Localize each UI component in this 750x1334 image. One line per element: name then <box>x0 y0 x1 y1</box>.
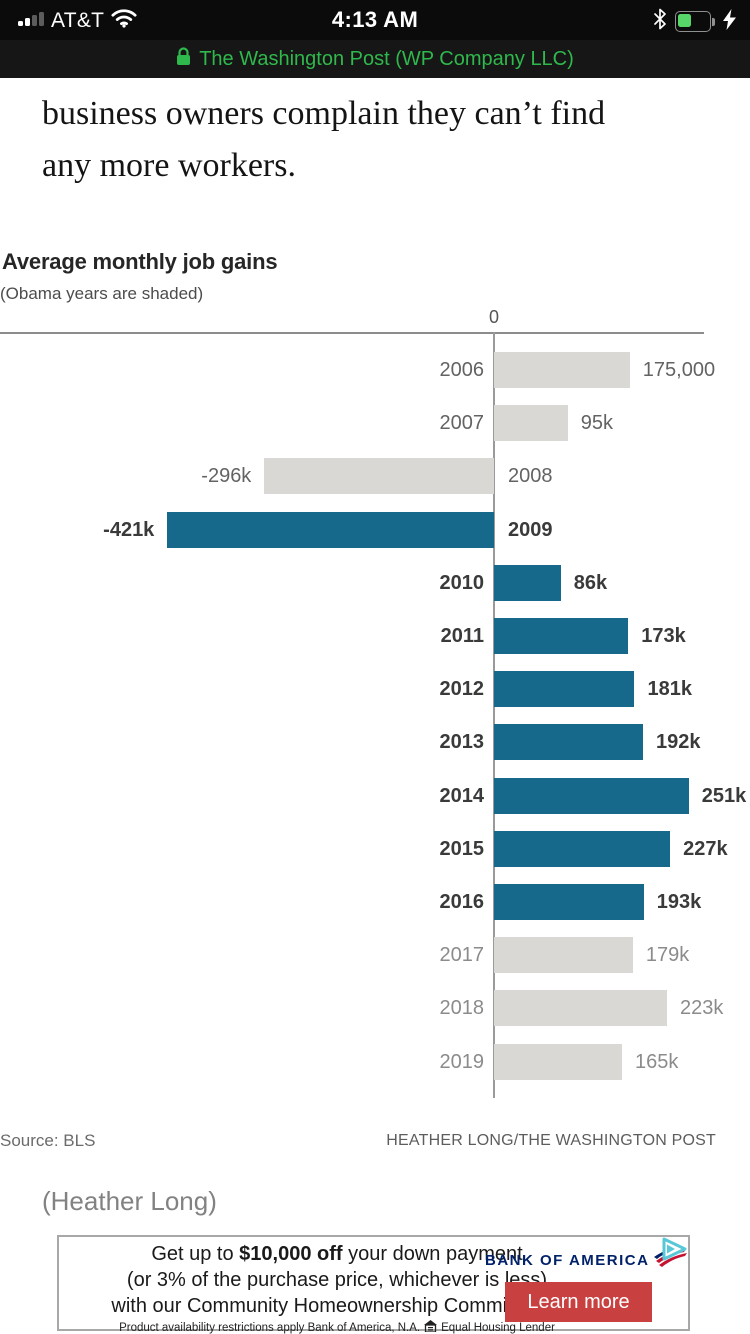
chart-credit: HEATHER LONG/THE WASHINGTON POST <box>386 1132 716 1149</box>
charging-bolt-icon <box>723 8 736 35</box>
bar-2018 <box>494 990 668 1027</box>
year-label-2019: 2019 <box>439 1050 485 1073</box>
bar-2019 <box>494 1043 623 1080</box>
status-right-group <box>653 8 736 35</box>
year-label-2016: 2016 <box>439 891 485 913</box>
ad-subline2: with our Community Homeownership Commitm… <box>111 1295 563 1317</box>
status-bar: AT&T 4:13 AM <box>0 0 750 78</box>
value-label-2016: 193k <box>656 891 702 913</box>
battery-icon <box>675 11 715 32</box>
carrier-label: AT&T <box>51 8 105 32</box>
value-label-2008: -296k <box>201 465 252 488</box>
zero-axis-label: 0 <box>488 307 499 327</box>
value-label-2006: 175,000 <box>642 359 716 381</box>
value-label-2013: 192k <box>655 731 701 754</box>
bar-2011 <box>494 618 629 654</box>
year-label-2012: 2012 <box>439 678 485 701</box>
x-axis-line <box>0 332 704 334</box>
article-line: business owners complain they can’t find <box>42 95 606 132</box>
value-label-2015: 227k <box>683 837 728 860</box>
article-line: any more workers. <box>42 147 296 184</box>
value-label-2012: 181k <box>647 678 692 701</box>
bar-2016 <box>494 884 644 920</box>
bar-2009 <box>167 511 494 548</box>
year-label-2014: 2014 <box>439 784 485 807</box>
ad-copy: Get up to $10,000 off your down payment … <box>59 1241 615 1334</box>
wifi-icon <box>111 8 137 33</box>
year-label-2008: 2008 <box>508 465 553 488</box>
adchoices-icon[interactable] <box>660 1235 690 1263</box>
chart-footer: Source: BLS HEATHER LONG/THE WASHINGTON … <box>0 1131 716 1151</box>
year-label-2018: 2018 <box>439 997 485 1020</box>
bar-2006 <box>494 352 630 388</box>
equal-housing-icon <box>424 1320 438 1334</box>
site-identity-label: The Washington Post (WP Company LLC) <box>199 47 574 70</box>
value-label-2010: 86k <box>573 571 608 594</box>
bar-2013 <box>494 724 643 761</box>
chart-source: Source: BLS <box>0 1131 96 1150</box>
status-bar-top-row: AT&T 4:13 AM <box>0 0 750 42</box>
ad-banner[interactable]: Get up to $10,000 off your down payment … <box>57 1235 690 1334</box>
value-label-2017: 179k <box>645 944 690 967</box>
photo-credit-caption: (Heather Long) <box>42 1186 217 1216</box>
signal-bars-icon <box>18 12 44 28</box>
year-label-2017: 2017 <box>439 944 485 967</box>
bar-2015 <box>494 830 671 867</box>
ad-headline: Get up to $10,000 off your down payment <box>151 1243 523 1265</box>
bar-2012 <box>494 671 635 708</box>
bank-of-america-logo: BANK OF AMERICA <box>485 1247 688 1274</box>
clock-label: 4:13 AM <box>331 7 419 32</box>
ad-subline: (or 3% of the purchase price, whichever … <box>126 1269 548 1291</box>
chart-title: Average monthly job gains <box>2 249 278 274</box>
year-label-2011: 2011 <box>440 625 484 647</box>
value-label-2009: -421k <box>103 518 155 541</box>
year-label-2006: 2006 <box>439 359 485 381</box>
bar-2007 <box>494 405 568 442</box>
bar-2014 <box>494 777 689 814</box>
ad-disclaimer: Product availability restrictions apply … <box>119 1320 555 1334</box>
bluetooth-icon <box>653 8 667 35</box>
year-label-2010: 2010 <box>439 571 485 594</box>
value-label-2018: 223k <box>680 997 724 1020</box>
bar-2010 <box>494 564 561 601</box>
address-bar[interactable]: The Washington Post (WP Company LLC) <box>0 40 750 78</box>
learn-more-button[interactable]: Learn more <box>505 1282 652 1322</box>
bar-2017 <box>494 937 633 974</box>
year-label-2015: 2015 <box>439 837 485 860</box>
value-label-2014: 251k <box>701 784 747 807</box>
year-label-2009: 2009 <box>508 518 553 541</box>
year-label-2007: 2007 <box>439 412 485 435</box>
chart-subtitle: (Obama years are shaded) <box>0 284 204 303</box>
value-label-2007: 95k <box>580 412 613 435</box>
zero-baseline <box>493 332 495 1098</box>
lock-icon <box>176 47 191 71</box>
year-label-2013: 2013 <box>439 731 485 754</box>
value-label-2011: 173k <box>641 625 686 647</box>
bar-2008 <box>264 458 494 495</box>
value-label-2019: 165k <box>635 1050 679 1073</box>
article-paragraph: business owners complain they can’t find… <box>42 88 702 192</box>
status-left-group: AT&T <box>18 8 137 33</box>
